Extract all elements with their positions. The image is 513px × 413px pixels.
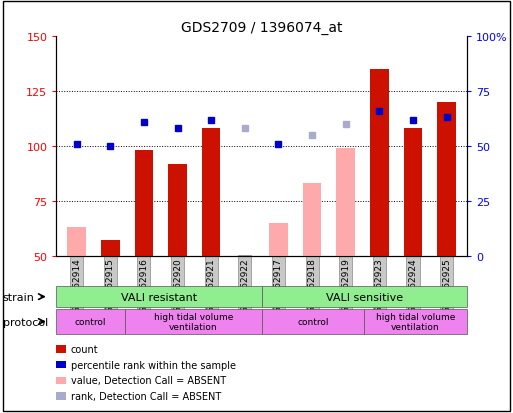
Text: value, Detection Call = ABSENT: value, Detection Call = ABSENT [71,375,226,385]
Bar [404,129,422,256]
Bar [438,103,456,256]
Bar [101,241,120,256]
Bar [67,228,86,256]
Text: count: count [71,344,98,354]
Bar [134,151,153,256]
Text: protocol: protocol [3,317,48,327]
Text: control: control [297,317,329,326]
Bar [370,70,389,256]
Text: high tidal volume
ventilation: high tidal volume ventilation [153,312,233,331]
Text: percentile rank within the sample: percentile rank within the sample [71,360,236,370]
Text: control: control [75,317,106,326]
Text: strain: strain [3,292,34,302]
Bar [168,164,187,256]
Text: VALI resistant: VALI resistant [121,292,197,302]
Text: high tidal volume
ventilation: high tidal volume ventilation [376,312,455,331]
Bar [303,184,321,256]
Bar [202,129,221,256]
Bar [337,149,355,256]
Text: VALI sensitive: VALI sensitive [326,292,403,302]
Bar [269,223,288,256]
Title: GDS2709 / 1396074_at: GDS2709 / 1396074_at [181,21,342,35]
Text: rank, Detection Call = ABSENT: rank, Detection Call = ABSENT [71,391,221,401]
